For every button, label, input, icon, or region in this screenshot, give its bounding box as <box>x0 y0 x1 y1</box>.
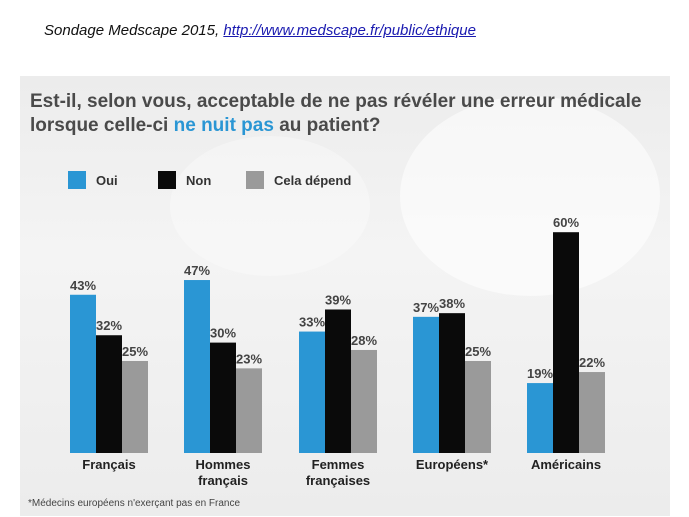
data-label-non-femmes-francaises: 39% <box>325 292 351 307</box>
legend-item-non: Non <box>158 171 211 189</box>
category-label-americains: Américains <box>531 457 601 472</box>
legend-item-depend: Cela dépend <box>246 171 351 189</box>
data-label-oui-europeens: 37% <box>413 300 439 315</box>
bar-cela-depend-hommes-francais <box>236 368 262 453</box>
bar-non-francais <box>96 335 122 453</box>
data-label-cela-depend-francais: 25% <box>122 344 148 359</box>
category-label-hommes-francais: Hommes <box>196 457 251 472</box>
bar-oui-hommes-francais <box>184 280 210 453</box>
legend-item-oui: Oui <box>68 171 118 189</box>
legend-swatch-depend <box>246 171 264 189</box>
category-label-femmes-francaises: Femmes <box>312 457 365 472</box>
bar-oui-europeens <box>413 316 439 453</box>
title-line-2-post: au patient? <box>273 115 381 136</box>
data-label-oui-femmes-francaises: 33% <box>299 315 325 330</box>
bar-cela-depend-europeens <box>465 361 491 453</box>
data-label-oui-americains: 19% <box>527 366 553 381</box>
legend-swatch-oui <box>68 171 86 189</box>
title-highlight: ne nuit pas <box>173 115 274 136</box>
title-line-2-pre: lorsque celle-ci <box>30 115 174 136</box>
legend-label-oui: Oui <box>96 172 118 188</box>
title-line-1: Est-il, selon vous, acceptable de ne pas… <box>30 91 642 112</box>
category-label-francais: Français <box>82 457 135 472</box>
bar-non-hommes-francais <box>210 342 236 453</box>
background-decoration <box>170 136 370 276</box>
bar-chart: 43%32%25%Français47%30%23%Hommesfrançais… <box>70 215 605 488</box>
legend-swatch-non <box>158 171 176 189</box>
chart-title: Est-il, selon vous, acceptable de ne pas… <box>30 90 670 138</box>
title-line-2: lorsque celle-ci ne nuit pas au patient? <box>30 114 670 138</box>
bar-non-europeens <box>439 313 465 453</box>
footnote: *Médecins européens n'exerçant pas en Fr… <box>28 498 241 509</box>
data-label-non-hommes-francais: 30% <box>210 326 236 341</box>
bar-cela-depend-americains <box>579 372 605 453</box>
source-caption: Sondage Medscape 2015, http://www.medsca… <box>44 22 476 39</box>
data-label-non-francais: 32% <box>96 318 122 333</box>
data-label-oui-hommes-francais: 47% <box>184 263 210 278</box>
bar-non-americains <box>553 232 579 453</box>
legend-label-non: Non <box>186 172 212 188</box>
data-label-oui-francais: 43% <box>70 278 96 293</box>
bar-non-femmes-francaises <box>325 309 351 453</box>
data-label-cela-depend-femmes-francaises: 28% <box>351 333 377 348</box>
data-label-cela-depend-americains: 22% <box>579 355 605 370</box>
bar-oui-francais <box>70 294 96 453</box>
data-label-non-americains: 60% <box>553 215 579 230</box>
caption-text: Sondage Medscape 2015, <box>44 22 220 39</box>
category-label-hommes-francais: français <box>198 473 248 488</box>
category-label-femmes-francaises: françaises <box>306 473 370 488</box>
bar-oui-americains <box>527 383 553 453</box>
bar-cela-depend-francais <box>122 361 148 453</box>
bar-oui-femmes-francaises <box>299 331 325 453</box>
legend-label-depend: Cela dépend <box>274 172 352 188</box>
source-link[interactable]: http://www.medscape.fr/public/ethique <box>223 22 476 39</box>
data-label-cela-depend-europeens: 25% <box>465 344 491 359</box>
category-label-europeens: Européens* <box>416 457 489 472</box>
data-label-non-europeens: 38% <box>439 296 465 311</box>
bar-cela-depend-femmes-francaises <box>351 349 377 453</box>
chart-panel: Est-il, selon vous, acceptable de ne pas… <box>20 76 670 516</box>
background-decoration <box>400 96 660 296</box>
data-label-cela-depend-hommes-francais: 23% <box>236 351 262 366</box>
